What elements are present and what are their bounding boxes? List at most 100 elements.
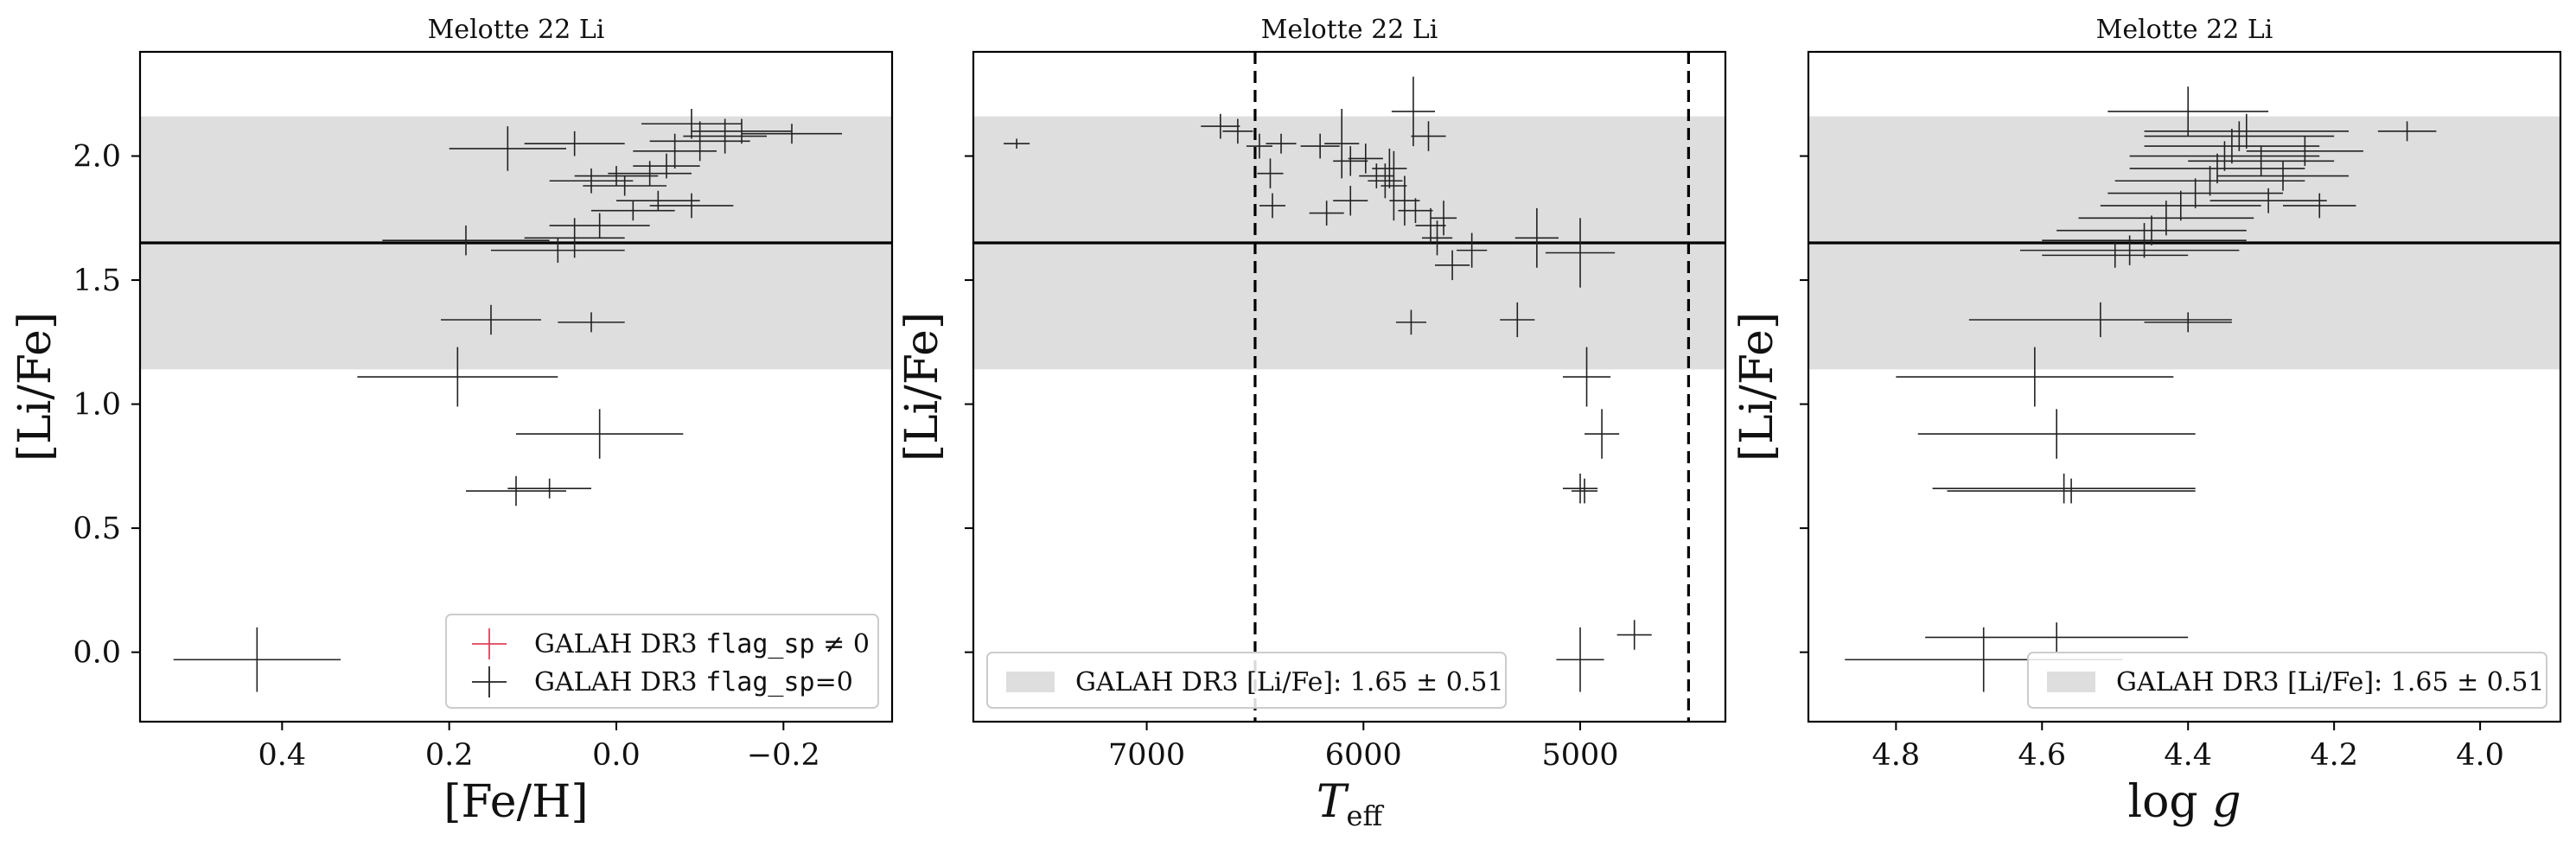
data-point (449, 126, 566, 171)
legend-box (986, 652, 1507, 709)
data-point (1359, 163, 1394, 188)
data-point (633, 133, 717, 169)
x-tick-label: 4.0 (2456, 738, 2504, 773)
data-point (1562, 347, 1611, 407)
x-axis-label: log g (2127, 776, 2241, 828)
legend-box (445, 614, 879, 709)
data-point (1411, 121, 1446, 151)
data-point (1309, 201, 1344, 226)
plot-area (1808, 86, 2560, 692)
axes-frame (972, 50, 1727, 723)
axes-frame (1807, 50, 2562, 723)
data-point (1259, 193, 1286, 219)
legend-entry-label: GALAH DR3 [Li/Fe]: 1.65 ± 0.51 (1075, 667, 1504, 697)
y-axis-label: [Li/Fe] (10, 312, 61, 462)
data-point (2042, 223, 2247, 258)
data-point (591, 201, 675, 221)
data-point (608, 161, 692, 186)
data-point (2107, 86, 2269, 137)
data-point (1562, 473, 1598, 504)
data-point (1545, 218, 1616, 288)
plot-area (140, 109, 892, 692)
data-point (1421, 220, 1453, 256)
data-point (1917, 409, 2196, 459)
data-point (1348, 143, 1383, 174)
x-tick-label: 4.6 (2018, 738, 2066, 773)
data-point (2107, 178, 2284, 208)
data-point (173, 627, 341, 692)
legend: GALAH DR3 [Li/Fe]: 1.65 ± 0.51 (2027, 652, 2547, 709)
chart-panel-1: 0.4 0.2 0.0 −0.2 0.0 0.5 1.0 1.5 2.0 Melotte 22 L… (10, 15, 894, 828)
data-point (549, 168, 634, 194)
data-point (1896, 347, 2174, 407)
x-tick-label: −0.2 (747, 738, 820, 773)
y-axis-label: [Li/Fe] (1731, 312, 1783, 462)
data-point (1324, 109, 1360, 179)
data-point (1389, 175, 1420, 226)
data-point (558, 312, 625, 333)
data-point (1333, 186, 1368, 216)
legend: GALAH DR3 [Li/Fe]: 1.65 ± 0.51 (986, 652, 1507, 709)
x-tick-label: 0.2 (425, 738, 474, 773)
y-tick-label: 0.0 (73, 636, 121, 671)
data-point (2144, 121, 2335, 151)
x-tick-label: 0.0 (592, 738, 641, 773)
data-point (2114, 166, 2305, 196)
data-point (1431, 201, 1457, 236)
data-point (649, 121, 750, 162)
data-point (649, 193, 734, 219)
data-point (1616, 620, 1652, 650)
data-point (507, 478, 591, 499)
data-point (616, 190, 700, 211)
legend-entry-label: GALAH DR3 flag_sp ≠ 0 (534, 629, 870, 659)
legend: GALAH DR3 flag_sp ≠ 0 GALAH DR3 flag_sp=0 (445, 614, 879, 709)
data-point (549, 213, 650, 239)
x-tick-label: 6000 (1325, 738, 1402, 773)
data-point (2377, 121, 2437, 142)
x-tick-label: 0.4 (258, 738, 306, 773)
data-point (382, 225, 550, 256)
x-tick-label: 4.2 (2310, 738, 2358, 773)
data-point (633, 153, 700, 179)
y-tick-label: 2.0 (73, 140, 121, 175)
y-tick-label: 0.5 (73, 512, 121, 546)
legend-band-swatch (2047, 672, 2095, 692)
data-point (1380, 150, 1407, 221)
plot-area (973, 52, 1725, 722)
x-axis-label: Teff (1317, 776, 1385, 832)
data-point (1556, 627, 1604, 692)
chart-panel-2: 7000 6000 5000 Melotte 22 Li [Li/Fe] Teff GALA… (896, 15, 1727, 832)
data-point (524, 131, 625, 156)
data-point (2144, 312, 2232, 333)
data-point (1246, 133, 1272, 159)
x-tick-label: 5000 (1541, 738, 1618, 773)
data-point (1415, 207, 1446, 244)
data-point (1395, 309, 1427, 335)
data-point (1584, 409, 1620, 459)
data-point (491, 238, 625, 263)
data-point (1435, 250, 1470, 281)
data-point (641, 109, 742, 139)
data-point (466, 475, 566, 506)
y-tick-label: 1.0 (73, 388, 121, 423)
legend-band-swatch (1006, 672, 1055, 692)
data-point (1457, 232, 1488, 268)
data-point (2209, 188, 2327, 213)
data-point (2144, 113, 2350, 149)
axes-frame (138, 50, 894, 723)
data-point (692, 118, 792, 144)
legend-box (2027, 652, 2547, 709)
chart-title: Melotte 22 Li (2096, 15, 2273, 45)
data-point (1266, 133, 1297, 154)
chart-title: Melotte 22 Li (1261, 15, 1438, 45)
x-axis-label: [Fe/H] (443, 776, 588, 828)
data-point (1932, 473, 2196, 504)
data-point (357, 347, 558, 407)
data-point (441, 304, 541, 335)
data-point (2078, 201, 2254, 236)
data-point (1333, 146, 1368, 176)
y-tick-label: 1.5 (73, 264, 121, 298)
data-point (1300, 133, 1340, 159)
data-point (1222, 118, 1253, 144)
